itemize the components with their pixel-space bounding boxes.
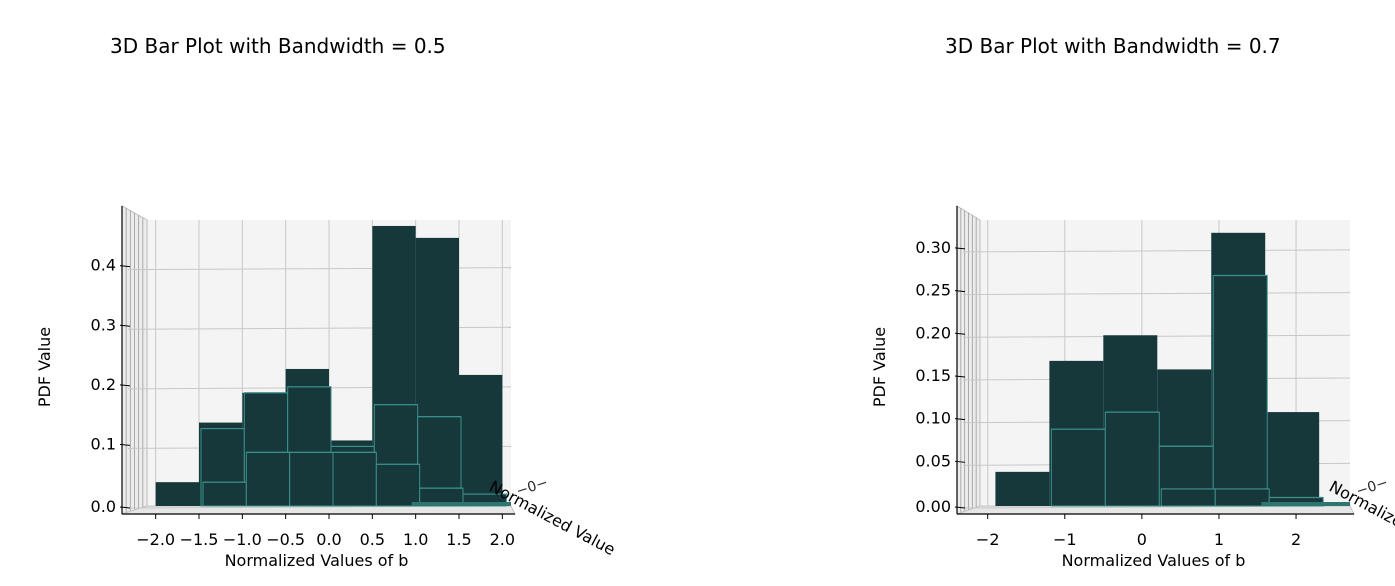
x-tick-label: 2.0	[490, 530, 515, 549]
bar	[1214, 488, 1270, 507]
bar	[375, 463, 421, 507]
y-tick	[954, 375, 966, 378]
x-tick-label: −1.0	[223, 530, 262, 549]
bar	[245, 451, 291, 507]
chart-panel-right: 3D Bar Plot with Bandwidth = 0.7 0.00 0.0…	[700, 0, 1395, 586]
floor-bar-accent	[411, 502, 511, 506]
floor-bar-accent	[1261, 502, 1350, 506]
bar	[1104, 411, 1160, 507]
bar	[155, 482, 199, 506]
bar	[459, 374, 503, 506]
chart-panel-left: 3D Bar Plot with Bandwidth = 0.5 0.0 0.1 0…	[35, 34, 618, 570]
x-tick-label: 0.0	[316, 530, 341, 549]
y-tick-label: 0.10	[915, 409, 951, 428]
bar	[332, 451, 377, 507]
y-axis-label: PDF Value	[35, 327, 54, 407]
y-tick	[119, 443, 131, 446]
y-tick-label: 0.0	[91, 497, 116, 516]
y-tick-label: 0.00	[915, 497, 951, 516]
y-tick	[954, 247, 966, 250]
x-axis-label: Normalized Values of b	[225, 551, 409, 570]
x-tick-label: −1	[1053, 530, 1077, 549]
y-tick-label: 0.4	[91, 256, 116, 275]
bar	[1160, 488, 1216, 507]
y-tick-label: 0.2	[91, 375, 116, 394]
y-tick-label: 0.20	[915, 323, 951, 342]
bar	[1212, 274, 1268, 507]
bar	[1050, 428, 1106, 507]
bar	[995, 471, 1050, 506]
chart-title: 3D Bar Plot with Bandwidth = 0.5	[110, 34, 446, 58]
y-tick-label: 0.25	[915, 281, 951, 300]
chart-left-plot: 0.0 0.1 0.2 0.3 0.4 −2.0 −1.5 −1.0 −0.5 0.0 0.5 1.0…	[35, 205, 618, 570]
bar	[289, 451, 334, 507]
x-tick-label: 2	[1291, 530, 1301, 549]
gridline-y	[962, 292, 1351, 296]
bar	[1265, 412, 1320, 506]
y-tick-label: 0.30	[915, 238, 951, 257]
y-tick	[954, 418, 966, 421]
x-axis-label: Normalized Values of b	[1062, 551, 1246, 570]
x-tick-label: 1.5	[446, 530, 471, 549]
bar	[202, 481, 247, 507]
chart-right-plot: 0.00 0.05 0.10 0.15 0.20 0.25 0.30 −2 −1 0 1 2 Norma…	[870, 205, 1395, 570]
y-tick-label: 0.15	[915, 366, 951, 385]
y-tick	[954, 506, 966, 509]
y-tick	[954, 332, 966, 335]
y-tick	[119, 324, 131, 327]
y-tick	[119, 384, 131, 387]
x-tick-label: 0	[1137, 530, 1147, 549]
x-tick-label: −2	[976, 530, 1000, 549]
y-tick-label: 0.05	[915, 451, 951, 470]
y-tick-label: 0.1	[91, 434, 116, 453]
gridline-y	[962, 249, 1351, 253]
x-tick-label: 1	[1214, 530, 1224, 549]
y-tick	[954, 460, 966, 463]
y-tick	[119, 265, 131, 268]
y-axis-label: PDF Value	[870, 327, 889, 407]
x-tick-label: −2.0	[136, 530, 175, 549]
x-tick-label: −1.5	[180, 530, 219, 549]
y-tick	[954, 290, 966, 293]
x-tick-label: 0.5	[360, 530, 385, 549]
x-tick-label: 1.0	[403, 530, 428, 549]
chart-title: 3D Bar Plot with Bandwidth = 0.7	[945, 34, 1281, 58]
y-tick-label: 0.3	[91, 315, 116, 334]
x-tick-label: −0.5	[266, 530, 305, 549]
y-tick	[119, 506, 131, 509]
